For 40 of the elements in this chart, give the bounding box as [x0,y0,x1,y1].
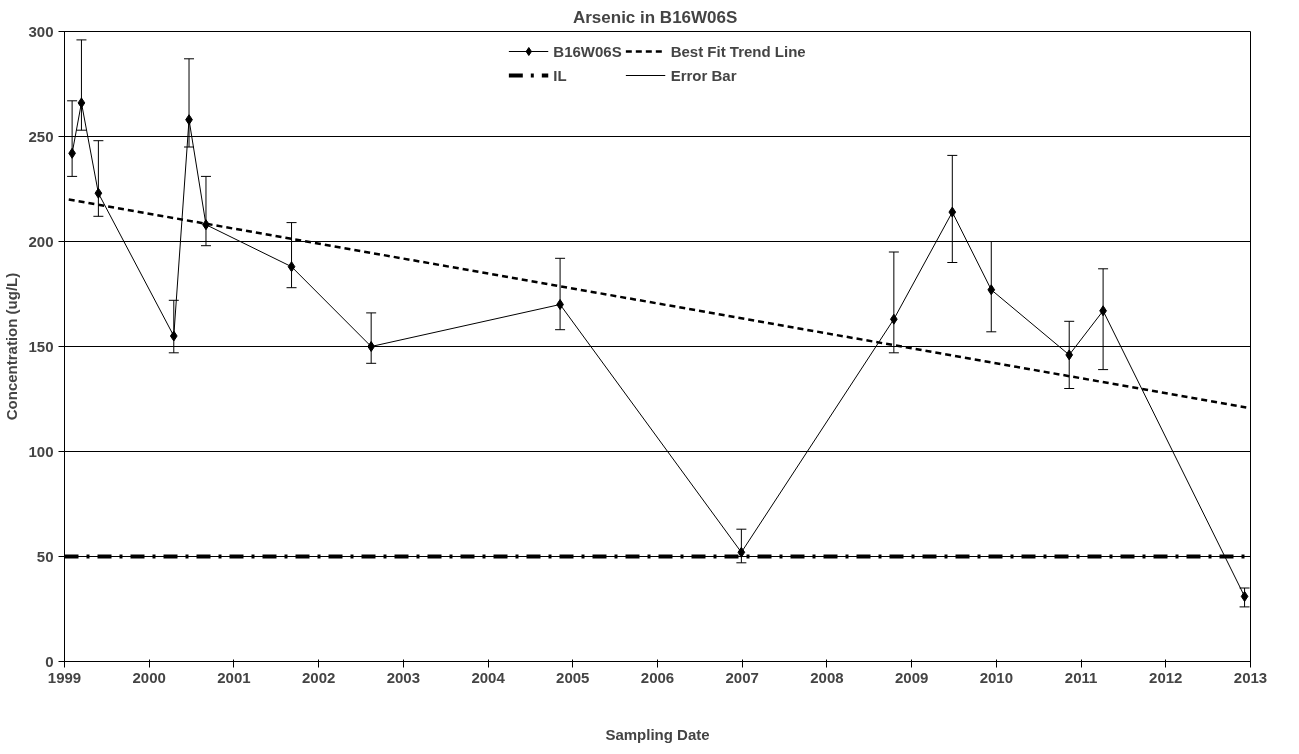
y-tick-label: 100 [28,442,54,460]
x-tick-label: 2011 [1064,668,1098,686]
annotation: Error Bar [670,66,737,84]
x-tick-label: 2009 [894,668,929,686]
point [987,284,996,296]
x-tick-label: 2006 [640,668,675,686]
x-tick-label: 2002 [301,668,336,686]
legend-label: Best Fit Trend Line [670,42,806,60]
point [1240,590,1249,602]
point [737,546,746,558]
y-tick-label: 300 [28,22,54,40]
x-tick-label: 1999 [47,668,82,686]
x-tick-label: 2001 [217,668,251,686]
x-tick-label: 2000 [132,668,166,686]
x-tick-label: 2005 [556,668,590,686]
legend-label: B16W06S [553,42,622,60]
point [77,97,86,109]
point [367,341,375,352]
y-tick-label: 50 [36,547,54,565]
point [169,330,178,342]
x-tick-label: 2010 [979,668,1014,686]
point [94,187,103,199]
y-tick-label: 250 [28,127,54,145]
point [948,206,957,218]
y-tick-label: 200 [28,232,54,250]
point [556,299,564,310]
x-tick-label: 2003 [386,668,421,686]
y-tick-label: 0 [45,652,54,670]
x-tick-label: 2007 [725,668,759,686]
x-tick-label: 2004 [471,668,506,686]
y-axis-title: Concentration (ug/L) [3,272,21,421]
x-axis-title: Sampling Date [605,725,710,743]
x-tick-label: 2008 [810,668,844,686]
x-tick-label: 2012 [1149,668,1183,686]
x-tick-label: 2013 [1233,668,1268,686]
chart-title: Arsenic in B16W06S [572,7,738,27]
y-tick-label: 150 [28,337,54,355]
point [287,261,296,273]
point [1065,349,1074,361]
legend-label: IL [553,66,568,84]
